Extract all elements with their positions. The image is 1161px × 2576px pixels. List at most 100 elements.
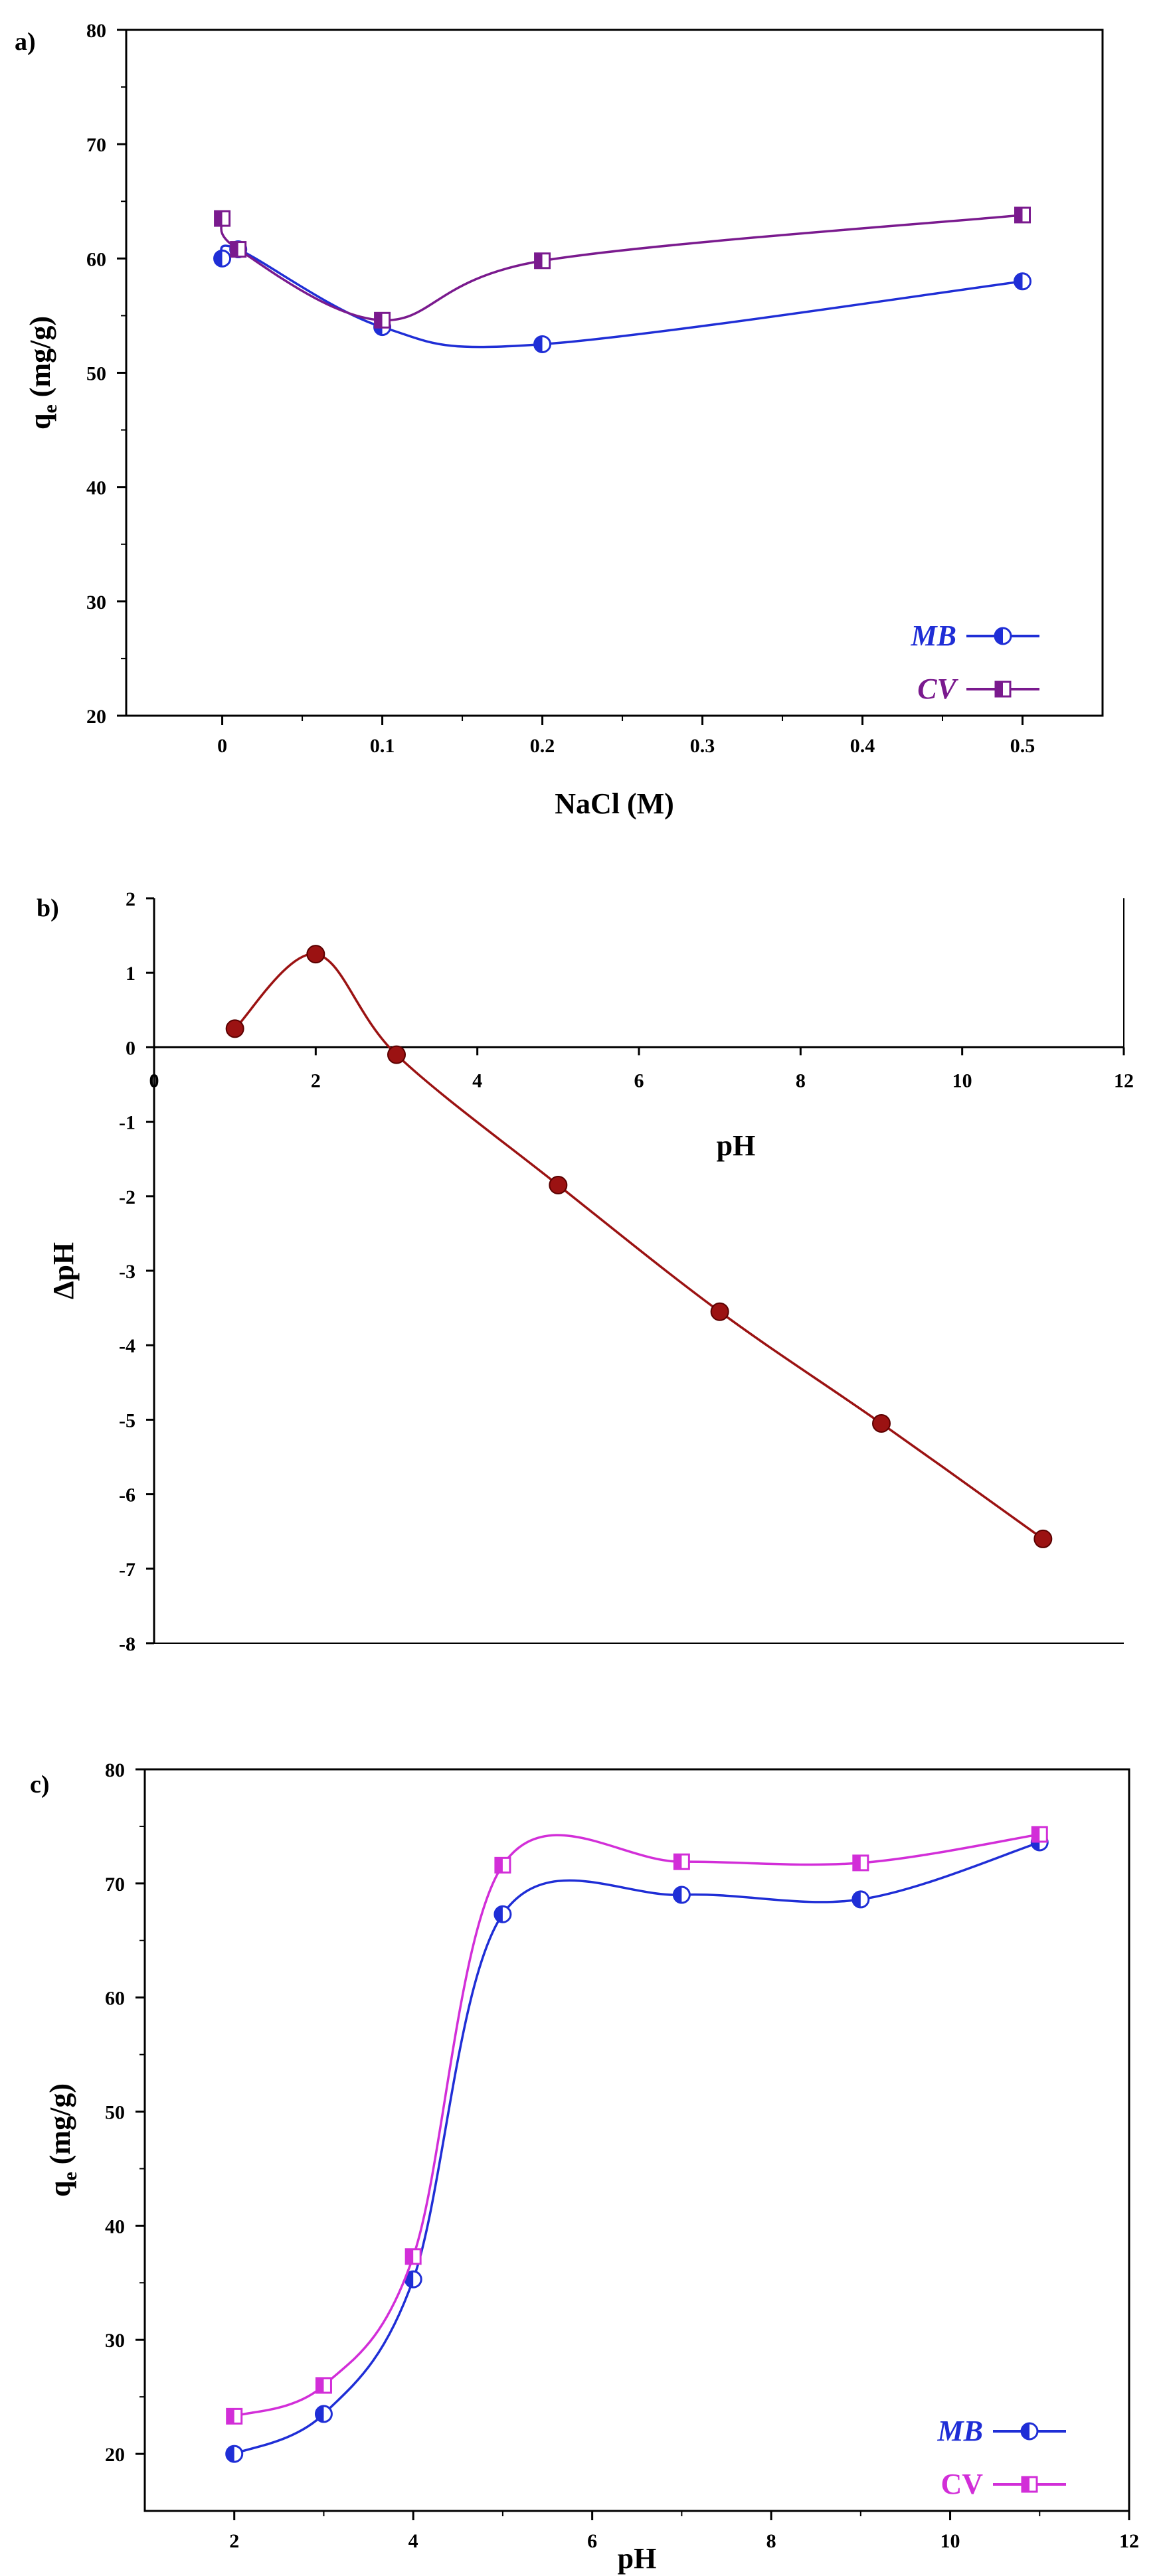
chart-c-legend-marker-fill	[1022, 2477, 1029, 2492]
chart-c-y-tick-label: 70	[105, 1874, 125, 1895]
chart-a-y-tick-label: 30	[86, 592, 106, 613]
chart-c-data-point-fill	[1032, 1826, 1040, 1842]
chart-b-data-point	[710, 1302, 729, 1321]
chart-a-data-point-fill	[375, 313, 383, 328]
chart-a-y-axis-title: qe (mg/g)	[24, 316, 61, 430]
chart-a-y-tick-label: 70	[86, 134, 106, 156]
chart-c-x-axis-title: pH	[618, 2542, 657, 2575]
chart-c-data-point-fill	[494, 1906, 503, 1923]
chart-b-y-tick-label: -3	[119, 1261, 135, 1283]
chart-c-data-point	[225, 2445, 244, 2463]
chart-c-data-point	[314, 2405, 333, 2423]
chart-c-data-point-fill	[226, 2446, 234, 2462]
chart-a-series-cv-line	[220, 214, 1023, 322]
chart-c-y-title-rest: (mg/g)	[44, 2083, 76, 2172]
chart-a-data-point-fill	[534, 336, 543, 353]
chart-c-data-point-fill	[495, 1858, 503, 1873]
chart-c-y-tick-label: 50	[105, 2102, 125, 2124]
chart-a-data-point	[534, 252, 551, 270]
chart-a-data-point	[213, 249, 232, 268]
chart-b-data-point	[549, 1175, 568, 1194]
chart-b-x-tick-label: 12	[1114, 1070, 1134, 1091]
chart-c-series-mb-line	[234, 1841, 1040, 2455]
chart-panel-a: a) 0 0.1 0.2 0.3 0.4 0.5 20 30 40 50 60 70 80 NaCl (M)…	[15, 20, 1104, 820]
chart-a-y-tick-label: 40	[86, 477, 106, 499]
chart-b-y-tick-label: -1	[119, 1112, 135, 1134]
chart-b-data-point	[225, 1019, 244, 1038]
chart-b-x-tick-label: 8	[796, 1070, 806, 1091]
chart-b-data-point	[872, 1414, 891, 1433]
chart-b-y-tick-label: -5	[119, 1409, 135, 1431]
chart-c-data-point	[315, 2377, 332, 2394]
chart-a-data-point-fill	[1014, 273, 1023, 289]
chart-c-data-point-fill	[316, 2377, 324, 2393]
chart-c-legend-marker-fill	[1022, 2423, 1029, 2439]
chart-b-y-tick-label: 2	[126, 888, 135, 910]
chart-a-plot-frame	[125, 29, 1104, 717]
chart-c-legend-marker	[1020, 2422, 1039, 2441]
chart-a-legend-marker-fill	[995, 628, 1003, 644]
chart-a-legend-marker-fill	[996, 682, 1003, 696]
chart-a-y-title-rest: (mg/g)	[24, 316, 56, 404]
chart-b-y-tick-label: -4	[119, 1335, 135, 1357]
chart-c-series-cv-line	[234, 1833, 1040, 2418]
chart-c-plot-frame	[143, 1768, 1130, 2512]
chart-c-legend-label: CV	[940, 2468, 983, 2500]
chart-a-data-point-fill	[535, 253, 543, 268]
chart-c-data-point	[852, 1854, 869, 1872]
chart-c-data-point-fill	[674, 1854, 682, 1870]
chart-b-data-point	[306, 945, 325, 964]
chart-c-x-tick-label: 10	[940, 2530, 960, 2552]
chart-a-series-mb-line	[220, 244, 1023, 349]
chart-c-data-point	[404, 2248, 422, 2265]
chart-a-y-title-sub: e	[39, 404, 61, 413]
chart-b-y-tick-label: 0	[126, 1037, 135, 1059]
chart-c-x-tick-label: 2	[229, 2530, 239, 2552]
chart-a-x-tick-label: 0.1	[370, 735, 395, 757]
chart-b-x-axis-title: pH	[717, 1129, 756, 1162]
chart-a-y-title-main: q	[24, 413, 56, 430]
chart-a-x-tick-label: 0.2	[530, 735, 555, 757]
chart-a-panel-label: a)	[15, 28, 36, 56]
chart-c-data-point-fill	[852, 1891, 861, 1907]
chart-c-y-tick-label: 40	[105, 2215, 125, 2237]
chart-c-panel-label: c)	[30, 1771, 50, 1799]
chart-b-x-tick-label: 0	[149, 1070, 159, 1091]
chart-a-legend-marker	[994, 681, 1012, 698]
chart-c-y-tick-label: 60	[105, 1988, 125, 2010]
chart-a-data-point-fill	[215, 211, 223, 226]
chart-c-data-point-fill	[226, 2409, 234, 2424]
chart-c-x-tick-label: 6	[587, 2530, 597, 2552]
chart-c-x-tick-label: 4	[408, 2530, 418, 2552]
chart-a-data-point	[230, 241, 247, 258]
chart-c-data-point-fill	[406, 2249, 414, 2264]
chart-c-legend-label: MB	[937, 2415, 983, 2447]
chart-c-data-point-fill	[853, 1855, 861, 1870]
chart-b-y-tick-label: 1	[126, 963, 135, 985]
chart-c-y-axis-title: qe (mg/g)	[44, 2083, 81, 2197]
chart-c-legend-marker	[1021, 2476, 1038, 2493]
chart-c-x-tick-label: 12	[1119, 2530, 1139, 2552]
chart-a-legend-label: MB	[911, 619, 956, 652]
chart-b-y-tick-label: -2	[119, 1186, 135, 1208]
chart-c-data-point-fill	[673, 1887, 682, 1903]
chart-a-data-point	[1014, 206, 1031, 224]
chart-a-data-point	[374, 311, 391, 329]
chart-b-y-tick-label: -7	[119, 1559, 135, 1581]
chart-b-data-point	[387, 1045, 406, 1064]
chart-c-data-point	[851, 1890, 870, 1909]
chart-c-y-tick-label: 80	[105, 1759, 125, 1781]
chart-a-x-tick-label: 0.3	[690, 735, 715, 757]
chart-a-y-tick-label: 80	[86, 20, 106, 42]
chart-b-y-tick-label: -6	[119, 1485, 135, 1506]
chart-a-data-point	[1014, 272, 1032, 291]
chart-c-y-title-main: q	[44, 2180, 76, 2197]
chart-c-data-point-fill	[315, 2405, 324, 2422]
chart-c-y-tick-label: 20	[105, 2444, 125, 2466]
chart-a-x-tick-label: 0.4	[850, 735, 875, 757]
chart-c-y-title-sub: e	[59, 2172, 81, 2180]
chart-a-y-tick-label: 60	[86, 248, 106, 270]
chart-a-data-point-fill	[1015, 207, 1023, 222]
